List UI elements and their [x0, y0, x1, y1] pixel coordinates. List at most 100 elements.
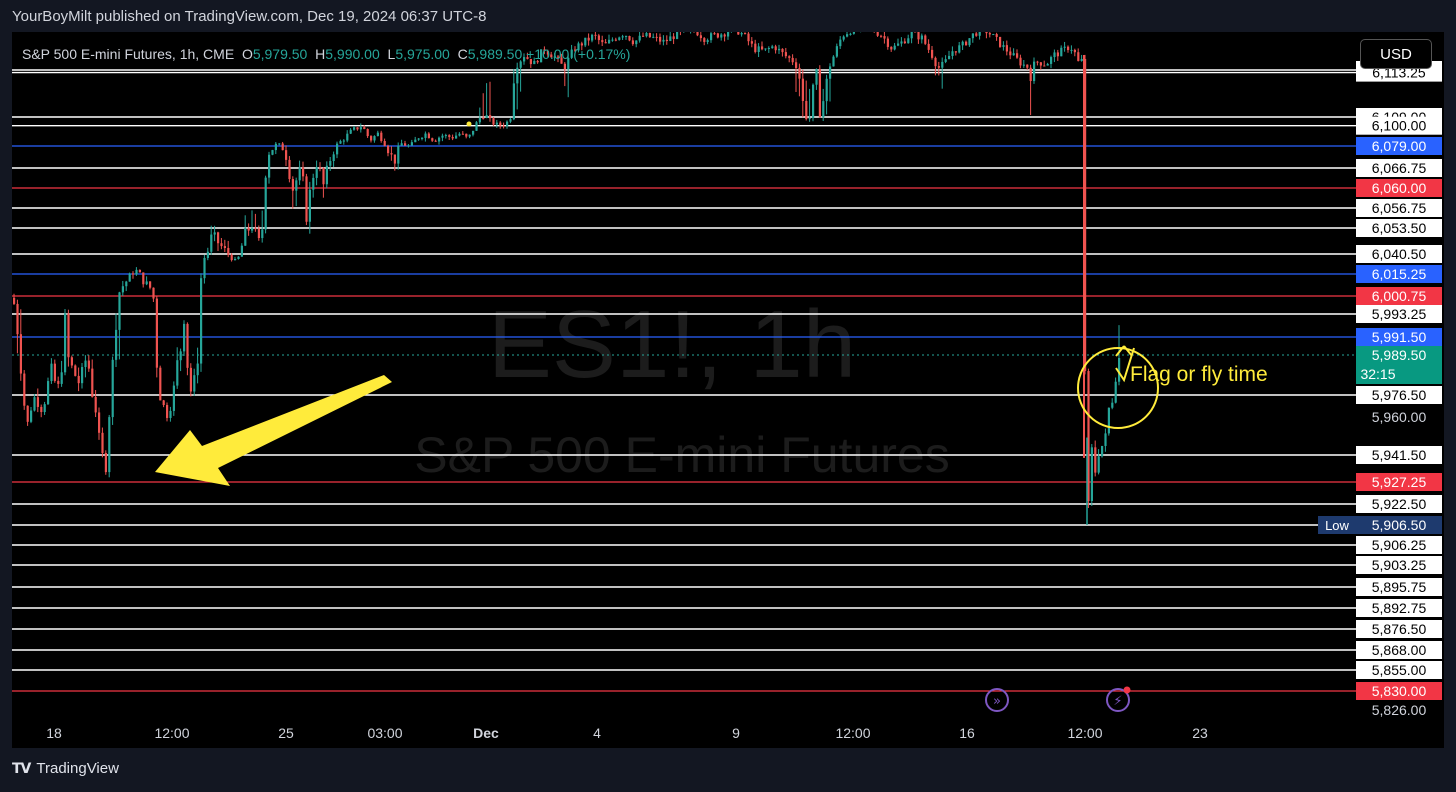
candle-body [288, 159, 291, 180]
annotation-text[interactable]: Flag or fly time [1130, 363, 1268, 386]
candle-body [638, 35, 641, 41]
candle-body [349, 129, 352, 134]
candle-body [465, 133, 468, 137]
candle-body [903, 41, 906, 44]
price-tag-bg-8 [1356, 219, 1442, 237]
candle-body [431, 138, 434, 141]
candle-body [142, 272, 145, 285]
candle-body [720, 34, 723, 38]
time-label-7: 12:00 [835, 725, 870, 741]
price-tag-24: 5,868.00 [1372, 642, 1427, 658]
candle-body [1039, 62, 1042, 66]
low-label: Low [1325, 518, 1349, 533]
price-tag-4: 6,079.00 [1372, 138, 1427, 154]
low-value: 5,906.50 [1372, 517, 1427, 533]
check-mark-drawing[interactable] [1115, 347, 1135, 383]
chart-pane[interactable]: ES1!, 1h S&P 500 E-mini Futures 6,113.50… [12, 32, 1444, 748]
currency-button[interactable]: USD [1360, 39, 1432, 69]
candle-body [305, 176, 308, 222]
candle-body [373, 136, 376, 141]
symbol-title[interactable]: S&P 500 E-mini Futures, 1h, CME [22, 46, 235, 62]
candle-body [98, 412, 101, 433]
candle-body [540, 49, 543, 63]
candle-body [274, 143, 277, 151]
candle-body [849, 33, 852, 35]
candle-body [312, 177, 315, 190]
time-axis[interactable]: 18 12:00 25 03:00 Dec 4 9 12:00 16 12:00 23 [46, 725, 1208, 741]
candle-body [346, 133, 349, 141]
price-tag-bg-9 [1356, 245, 1442, 263]
price-scale[interactable]: 6,113.506,113.256,109.006,100.006,079.00… [1318, 32, 1444, 748]
candle-body [523, 57, 526, 62]
candle-body [988, 33, 991, 35]
candle-body [115, 329, 118, 360]
candle-body [404, 143, 407, 146]
candle-body [200, 278, 203, 364]
small-arrow-drawing[interactable] [1115, 345, 1133, 357]
candle-body [506, 121, 509, 127]
price-tag-bg-12 [1356, 305, 1442, 323]
candle-body [1107, 407, 1110, 434]
candle-body [183, 323, 186, 352]
high-value: 5,990.00 [325, 46, 380, 62]
candle-body [19, 334, 22, 374]
low-label-bg [1318, 516, 1356, 534]
candle-body [910, 32, 913, 39]
candle-body [886, 38, 889, 47]
candle-body [764, 48, 767, 50]
candle-body [108, 417, 111, 473]
candle-body [648, 32, 651, 38]
candle-body [713, 33, 716, 35]
candle-body [614, 39, 617, 41]
candle-body [482, 117, 485, 119]
candle-body [370, 136, 373, 141]
candle-body [1111, 402, 1114, 408]
candle-body [771, 46, 774, 49]
candle-body [655, 36, 658, 38]
yellow-circle-drawing[interactable] [1077, 347, 1159, 429]
price-tag-22: 5,892.75 [1372, 600, 1427, 616]
candle-body [710, 33, 713, 41]
candle-body [149, 281, 152, 288]
candle-body [60, 372, 63, 384]
candle-body [81, 367, 84, 384]
candle-body [934, 57, 937, 67]
candle-body [1043, 65, 1046, 67]
candle-body [33, 397, 36, 411]
candle-body [261, 229, 264, 239]
candle-body [509, 119, 512, 122]
candle-body [791, 57, 794, 63]
candle-body [659, 36, 662, 42]
candle-body [472, 130, 475, 135]
candle-body [920, 35, 923, 40]
ohlc-legend[interactable]: S&P 500 E-mini Futures, 1h, CME O5,979.5… [22, 46, 630, 62]
candle-body [1033, 61, 1036, 82]
price-tag-bg-21 [1356, 578, 1442, 596]
candle-body [788, 56, 791, 58]
candle-body [890, 46, 893, 50]
candle-body [179, 351, 182, 361]
candle-body [227, 247, 230, 255]
candle-body [560, 57, 563, 64]
yellow-arrow-drawing[interactable] [155, 375, 392, 486]
candle-body [645, 32, 648, 37]
candle-body [254, 228, 257, 230]
candle-body [94, 396, 97, 413]
candle-body [210, 234, 213, 252]
candle-body [458, 133, 461, 136]
lightning-event-icon[interactable] [1106, 688, 1130, 712]
candle-body [407, 145, 410, 147]
candle-body [781, 48, 784, 53]
candle-body [121, 286, 124, 293]
candle-body [706, 40, 709, 42]
price-tag-27: 5,826.00 [1372, 702, 1427, 718]
chart-canvas[interactable]: ES1!, 1h S&P 500 E-mini Futures 6,113.50… [12, 32, 1444, 748]
candle-body [77, 375, 80, 384]
candle-body [621, 36, 624, 38]
price-tag-3: 6,100.00 [1372, 118, 1427, 134]
candle-body [400, 143, 403, 146]
economic-event-icon[interactable] [985, 688, 1009, 712]
lightning-glyph: ⚡ [1113, 694, 1122, 709]
candle-body [70, 357, 73, 366]
candle-body [285, 150, 288, 160]
